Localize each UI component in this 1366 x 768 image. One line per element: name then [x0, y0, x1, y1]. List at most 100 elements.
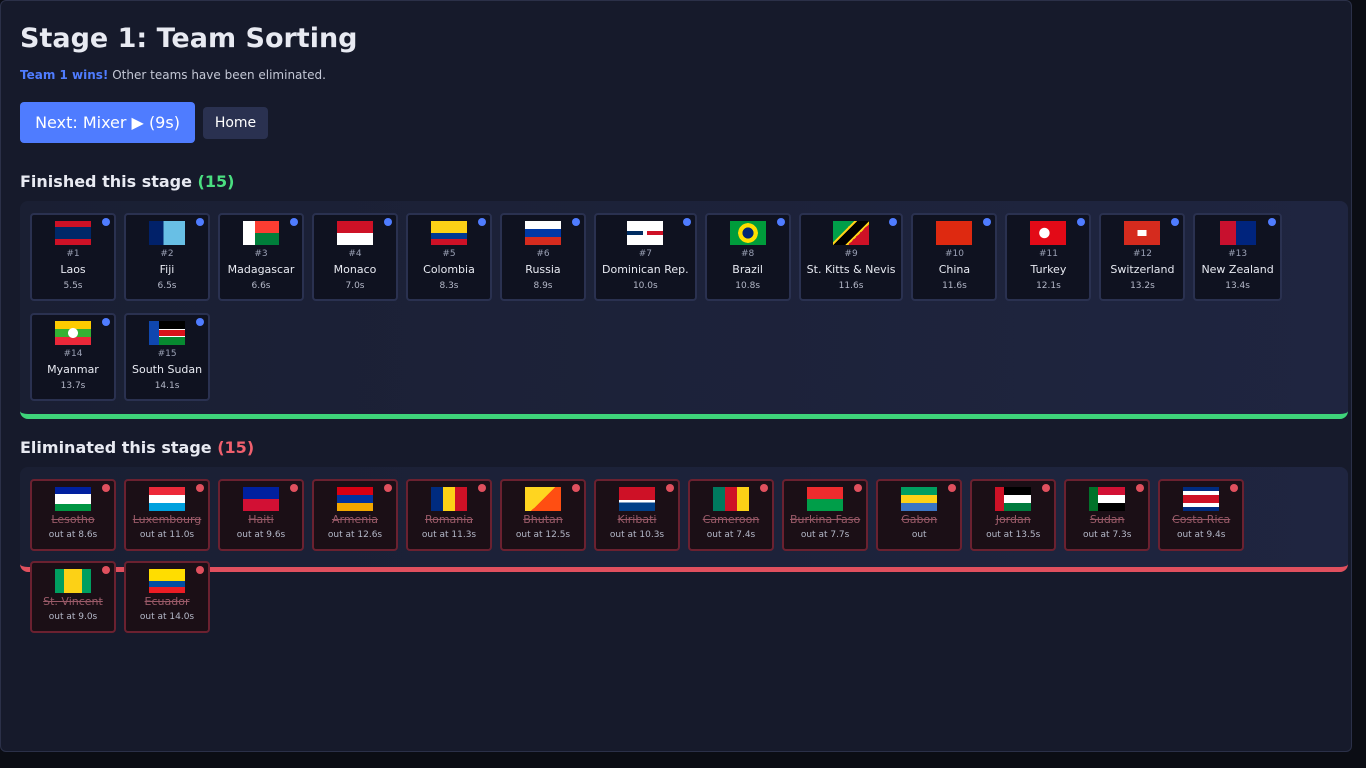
rank: #1 — [66, 249, 80, 259]
status-dot — [983, 218, 992, 226]
finish-time: 7.0s — [345, 281, 365, 291]
team-card: St. Vincent out at 9.0s — [30, 561, 116, 633]
flag — [936, 221, 973, 245]
rank: #15 — [157, 348, 177, 359]
team-card: Sudan out at 7.3s — [1064, 479, 1151, 551]
flag — [55, 221, 91, 245]
rank: #11 — [1038, 249, 1058, 259]
finish-time: 8.9s — [533, 281, 553, 291]
flag — [431, 221, 467, 245]
flag — [901, 487, 938, 511]
flag — [995, 487, 1032, 511]
finish-time: 10.8s — [735, 281, 761, 291]
team-name: St. Kitts & Nevis — [806, 263, 896, 276]
eliminated-heading: Eliminated this stage (15) — [20, 438, 254, 457]
finish-time: 6.6s — [251, 281, 271, 291]
team-card: #12 Switzerland 13.2s — [1099, 213, 1186, 301]
finish-time: 10.0s — [632, 281, 658, 291]
rank: #4 — [348, 249, 362, 259]
flag — [619, 487, 655, 511]
status-dot — [776, 218, 785, 226]
heading-text: Eliminated this stage — [20, 438, 212, 457]
team-card: #4 Monaco 7.0s — [312, 213, 398, 301]
title: Stage 1: Team Sorting — [20, 23, 358, 54]
team-card: Armenia out at 12.6s — [312, 479, 398, 551]
result: out at 9.4s — [1176, 530, 1226, 540]
rank: #6 — [536, 249, 550, 259]
team-name: Romania — [424, 513, 474, 526]
result: out at 7.3s — [1082, 530, 1132, 540]
team-name: China — [938, 263, 971, 276]
status-dot — [1077, 218, 1086, 226]
team-name: Brazil — [732, 263, 763, 276]
status-dot — [290, 484, 298, 492]
result: out at 13.5s — [986, 530, 1041, 540]
flag — [55, 320, 91, 345]
team-card: #9 St. Kitts & Nevis 11.6s — [798, 213, 904, 301]
status-dot — [666, 484, 674, 492]
next-button[interactable]: Next: Mixer ▶ (9s) — [20, 102, 195, 143]
flag — [1030, 221, 1067, 245]
team-name: Colombia — [423, 263, 475, 276]
team-card: Jordan out at 13.5s — [970, 479, 1057, 551]
flag — [149, 569, 185, 593]
team-name: Kiribati — [617, 513, 657, 526]
status-dot — [572, 484, 580, 492]
status-dot — [889, 218, 898, 226]
rank: #13 — [1228, 249, 1248, 259]
team-name: Turkey — [1030, 263, 1067, 276]
team-card: Kiribati out at 10.3s — [594, 479, 680, 551]
results-panel: Stage 1: Team Sorting Team 1 wins! Other… — [0, 0, 1352, 752]
team-name: New Zealand — [1201, 263, 1274, 276]
result: out at 8.6s — [48, 530, 98, 540]
team-card: Haiti out at 9.6s — [218, 479, 304, 551]
status-dot — [478, 484, 486, 492]
flag — [1219, 221, 1256, 245]
team-card: Gabon out — [876, 479, 963, 551]
status-dot — [196, 218, 204, 226]
team-name: St. Vincent — [43, 595, 103, 608]
finish-time: 14.1s — [154, 380, 180, 391]
status-dot — [102, 484, 110, 492]
team-name: Sudan — [1089, 513, 1125, 526]
finish-time: 8.3s — [439, 281, 459, 291]
team-card: Ecuador out at 14.0s — [124, 561, 210, 633]
status-dot — [290, 218, 298, 226]
team-name: Myanmar — [47, 362, 99, 376]
rank: #9 — [844, 249, 858, 259]
finish-time: 11.6s — [942, 281, 967, 291]
result: out at 12.6s — [327, 530, 383, 540]
team-name: Ecuador — [144, 595, 190, 608]
team-name: Jordan — [995, 513, 1031, 526]
result: out — [911, 530, 927, 540]
flag — [337, 487, 373, 511]
team-card: #15 South Sudan 14.1s — [124, 312, 211, 401]
team-name: South Sudan — [132, 362, 203, 376]
count: (15) — [217, 438, 255, 457]
rank: #10 — [944, 249, 964, 259]
home-button[interactable]: Home — [203, 107, 268, 139]
flag — [525, 487, 561, 511]
finished-list: #1 Laos 5.5s #2 Fiji 6.5s #3 Madagascar 6.6s #4 Mo… — [20, 201, 1348, 419]
flag — [243, 221, 279, 245]
team-name: Dominican Rep. — [602, 263, 689, 276]
status-dot — [1230, 484, 1239, 492]
team-name: Monaco — [333, 263, 377, 276]
status-dot — [196, 566, 204, 574]
team-card: #3 Madagascar 6.6s — [218, 213, 304, 301]
status: Team 1 wins! Other teams have been elimi… — [20, 68, 326, 82]
flag — [1183, 487, 1220, 511]
team-name: Gabon — [901, 513, 938, 526]
status-dot — [384, 484, 392, 492]
result: out at 9.0s — [48, 612, 98, 622]
team-card: #13 New Zealand 13.4s — [1193, 213, 1282, 301]
status-dot — [478, 218, 486, 226]
team-name: Haiti — [248, 513, 274, 526]
flag — [627, 221, 664, 245]
flag — [337, 221, 373, 245]
flag — [55, 487, 91, 511]
flag — [833, 221, 870, 245]
team-card: Bhutan out at 12.5s — [500, 479, 586, 551]
team-card: #6 Russia 8.9s — [500, 213, 586, 301]
